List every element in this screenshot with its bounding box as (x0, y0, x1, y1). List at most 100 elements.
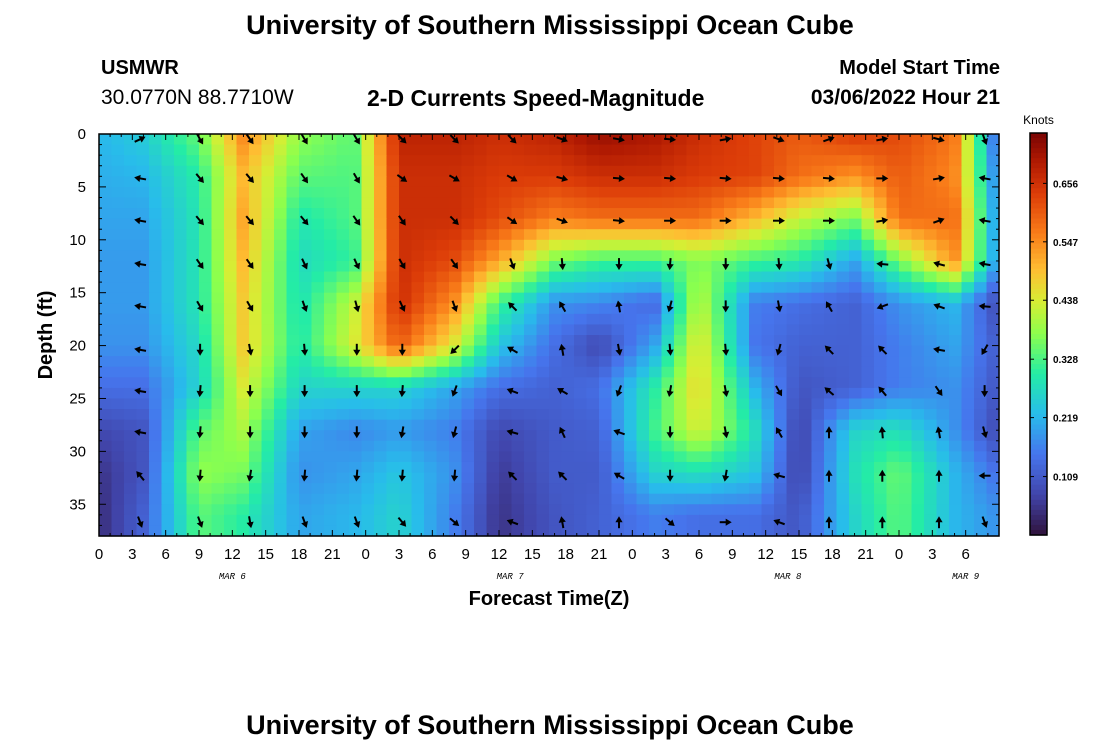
heatmap-cell (236, 313, 250, 326)
heatmap-cell (549, 451, 563, 463)
heatmap-cell (499, 239, 513, 251)
heatmap-cell (786, 377, 800, 389)
heatmap-cell (899, 271, 913, 283)
y-tick-label: 35 (69, 496, 86, 513)
heatmap-cell (936, 430, 950, 442)
heatmap-cell (924, 451, 938, 463)
heatmap-cell (824, 366, 838, 378)
heatmap-cell (436, 250, 450, 262)
heatmap-cell (424, 229, 438, 241)
heatmap-cell (361, 250, 375, 262)
heatmap-cell (886, 345, 900, 357)
current-vector-arrow (301, 426, 309, 439)
heatmap-cell (136, 176, 150, 188)
heatmap-cell (461, 430, 475, 442)
heatmap-cell (686, 419, 700, 431)
heatmap-cell (386, 387, 400, 400)
x-tick-label: 9 (195, 546, 203, 563)
heatmap-cell (424, 409, 438, 421)
heatmap-cell (299, 377, 313, 389)
heatmap-cell (124, 398, 138, 410)
heatmap-cell (374, 229, 388, 241)
heatmap-cell (974, 514, 988, 527)
heatmap-cell (274, 197, 288, 209)
heatmap-cell (661, 186, 675, 199)
heatmap-cell (611, 271, 625, 283)
current-vector-arrow (878, 426, 886, 439)
heatmap-cell (174, 155, 188, 167)
heatmap-cell (374, 313, 388, 326)
heatmap-cell (536, 345, 550, 357)
heatmap-cell (474, 345, 488, 357)
current-vector-arrow (773, 472, 786, 480)
heatmap-cell (711, 144, 725, 156)
heatmap-cell (286, 176, 300, 188)
heatmap-cell (749, 303, 763, 315)
heatmap-cell (774, 271, 788, 283)
heatmap-cell (686, 398, 700, 410)
heatmap-cell (786, 514, 800, 527)
heatmap-cell (174, 335, 188, 347)
heatmap-cell (736, 366, 750, 378)
heatmap-cell (124, 356, 138, 368)
heatmap-cell (774, 440, 788, 452)
heatmap-cell (886, 313, 900, 326)
heatmap-cell (399, 292, 413, 304)
heatmap-cell (561, 409, 575, 421)
heatmap-cell (886, 504, 900, 516)
heatmap-cell (724, 387, 738, 400)
heatmap-cell (374, 472, 388, 484)
heatmap-cell (386, 176, 400, 188)
heatmap-cell (761, 134, 775, 146)
current-vector-arrow (559, 426, 566, 439)
heatmap-cell (811, 134, 825, 146)
speed-heatmap (99, 134, 1000, 537)
current-vector-arrow (664, 217, 677, 225)
colorbar-segment (1030, 253, 1047, 260)
heatmap-cell (574, 483, 588, 495)
heatmap-cell (449, 483, 463, 495)
heatmap-cell (749, 260, 763, 273)
heatmap-cell (674, 356, 688, 368)
x-tick-label: 6 (161, 546, 169, 563)
heatmap-cell (549, 208, 563, 220)
heatmap-cell (961, 504, 975, 516)
heatmap-cell (686, 472, 700, 484)
heatmap-cell (424, 461, 438, 474)
heatmap-cell (661, 451, 675, 463)
heatmap-cell (811, 303, 825, 315)
heatmap-cell (161, 366, 175, 378)
colorbar-segment (1030, 323, 1047, 330)
heatmap-cell (136, 313, 150, 326)
heatmap-cell (261, 335, 275, 347)
heatmap-cell (624, 155, 638, 167)
heatmap-cell (861, 366, 875, 378)
heatmap-cell (724, 504, 738, 516)
heatmap-cell (874, 282, 888, 294)
heatmap-cell (449, 229, 463, 241)
colorbar-segment (1030, 283, 1047, 290)
heatmap-cell (586, 493, 600, 505)
y-tick-label: 20 (69, 338, 86, 355)
heatmap-cell (699, 303, 713, 315)
heatmap-cell (236, 483, 250, 495)
heatmap-cell (486, 387, 500, 400)
heatmap-cell (911, 409, 925, 421)
heatmap-cell (424, 292, 438, 304)
heatmap-cell (511, 313, 525, 326)
heatmap-cell (461, 282, 475, 294)
heatmap-cell (761, 504, 775, 516)
heatmap-cell (586, 419, 600, 431)
heatmap-cell (399, 514, 413, 527)
heatmap-cell (261, 525, 275, 537)
heatmap-cell (711, 419, 725, 431)
heatmap-cell (586, 282, 600, 294)
heatmap-cell (349, 440, 363, 452)
heatmap-cell (174, 366, 188, 378)
heatmap-cell (311, 345, 325, 357)
heatmap-cell (99, 176, 113, 188)
heatmap-cell (461, 419, 475, 431)
heatmap-cell (386, 218, 400, 230)
current-vector-arrow (353, 469, 361, 482)
heatmap-cell (436, 335, 450, 347)
